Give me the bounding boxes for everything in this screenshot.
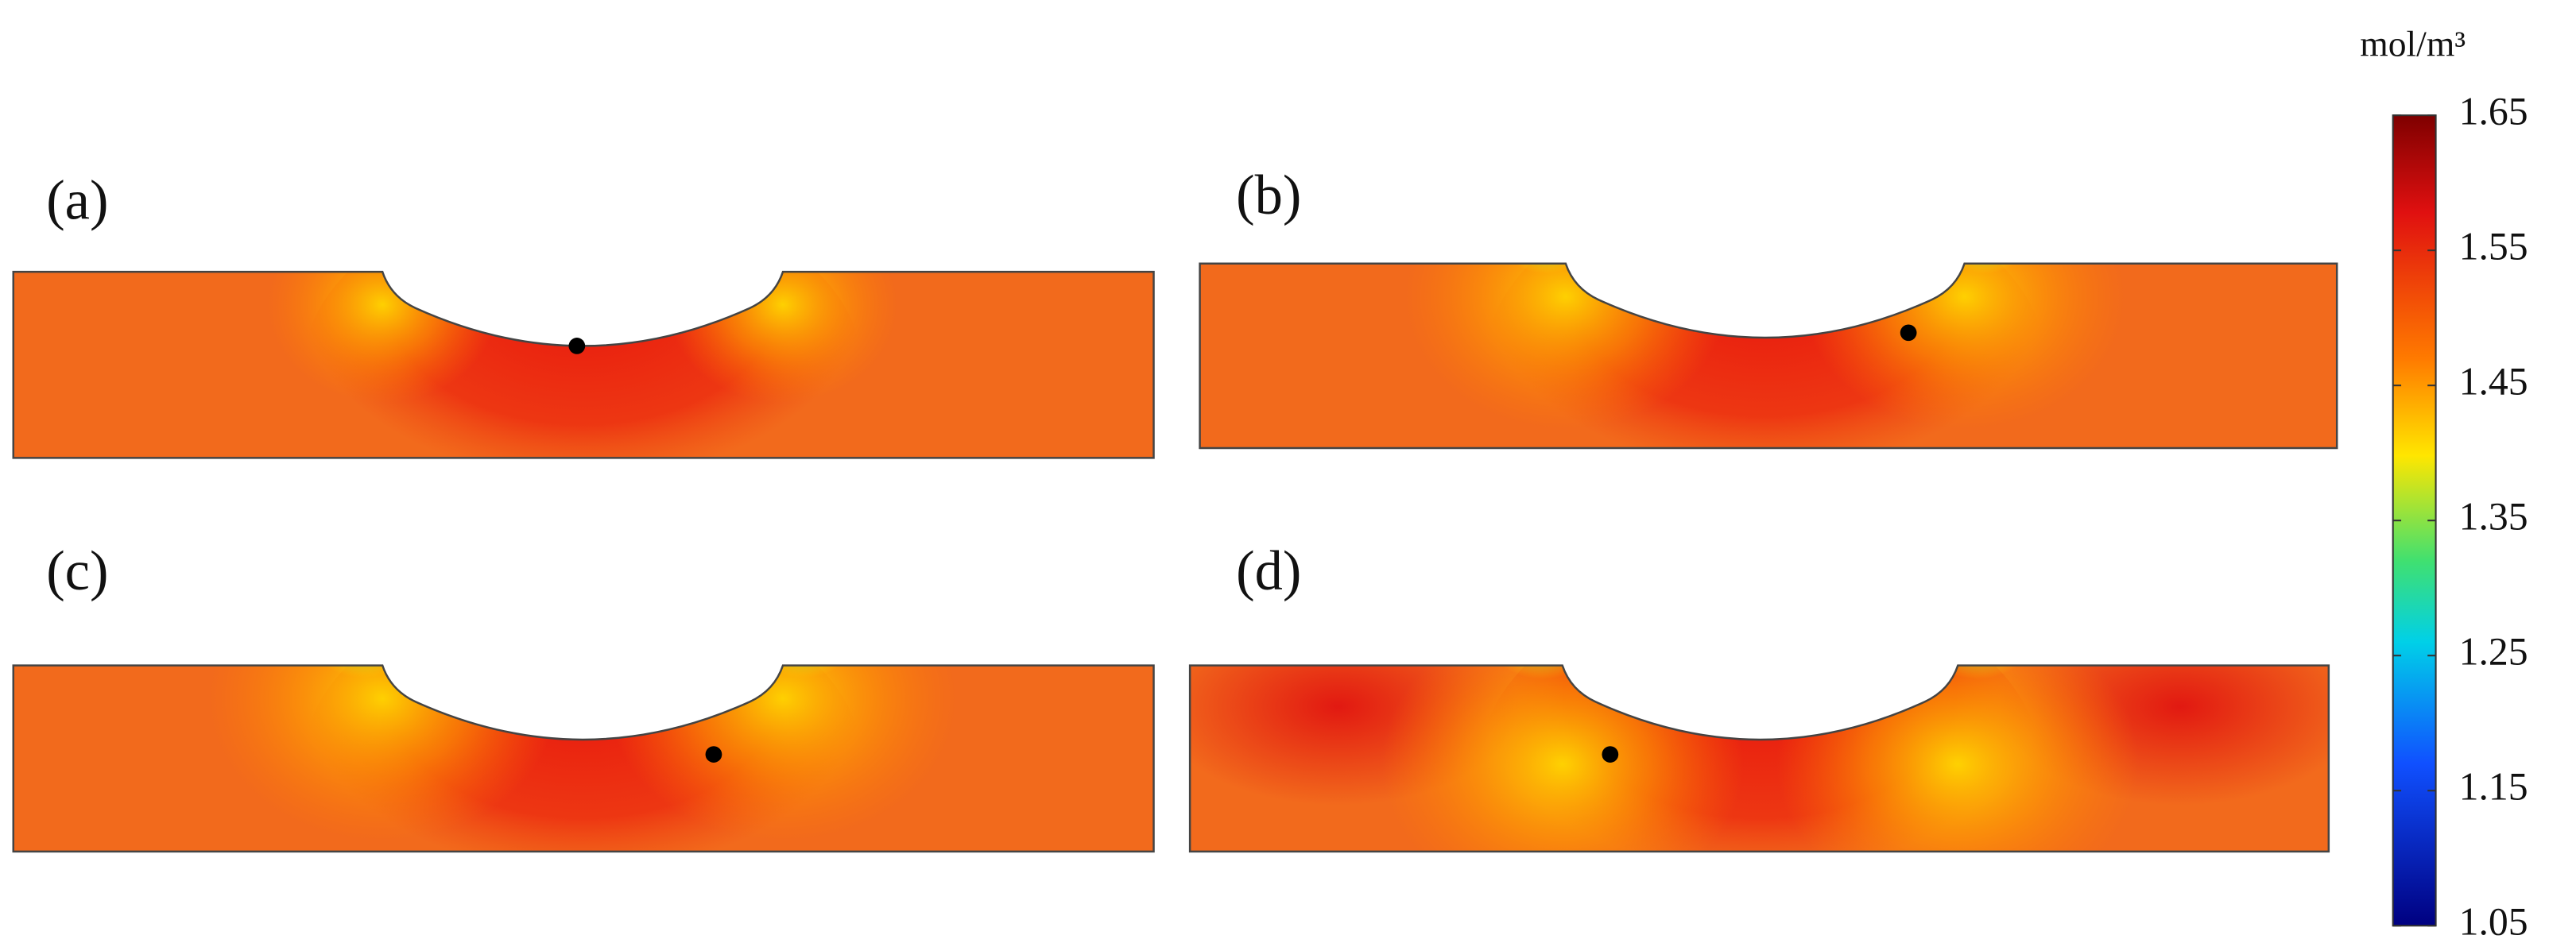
field-low (1915, 665, 2040, 735)
probe-point (1602, 746, 1619, 763)
colorbar-tick-label: 1.15 (2459, 765, 2528, 809)
panel-outline (12, 270, 1155, 459)
panel-outline (1199, 262, 2338, 450)
field-glow (667, 272, 899, 404)
colorbar-tick-label: 1.65 (2459, 90, 2528, 133)
panel-outline (12, 664, 1155, 853)
panel-label: (d) (1236, 540, 1301, 602)
colorbar-tick-label: 1.25 (2459, 630, 2528, 674)
panel (13, 272, 1154, 458)
probe-point (705, 746, 722, 763)
field-glow (1776, 665, 2140, 852)
panel (1190, 665, 2329, 852)
field-glow (1381, 665, 1744, 852)
panel-label: (a) (46, 169, 108, 231)
panel-label: (c) (46, 540, 108, 602)
panel (13, 665, 1154, 852)
colorbar-unit: mol/m³ (2360, 23, 2466, 64)
panel-outline (1188, 664, 2330, 853)
colorbar-tick-label: 1.55 (2459, 225, 2528, 269)
panel (1199, 263, 2338, 448)
probe-point (1900, 324, 1917, 342)
field-low (1480, 665, 1606, 735)
colorbar-tick-label: 1.35 (2459, 495, 2528, 539)
colorbar-tick-label: 1.05 (2459, 900, 2528, 943)
panel-label: (b) (1236, 164, 1301, 226)
colorbar-tick-label: 1.45 (2459, 360, 2528, 404)
field-glow (267, 272, 498, 404)
probe-point (568, 338, 586, 354)
